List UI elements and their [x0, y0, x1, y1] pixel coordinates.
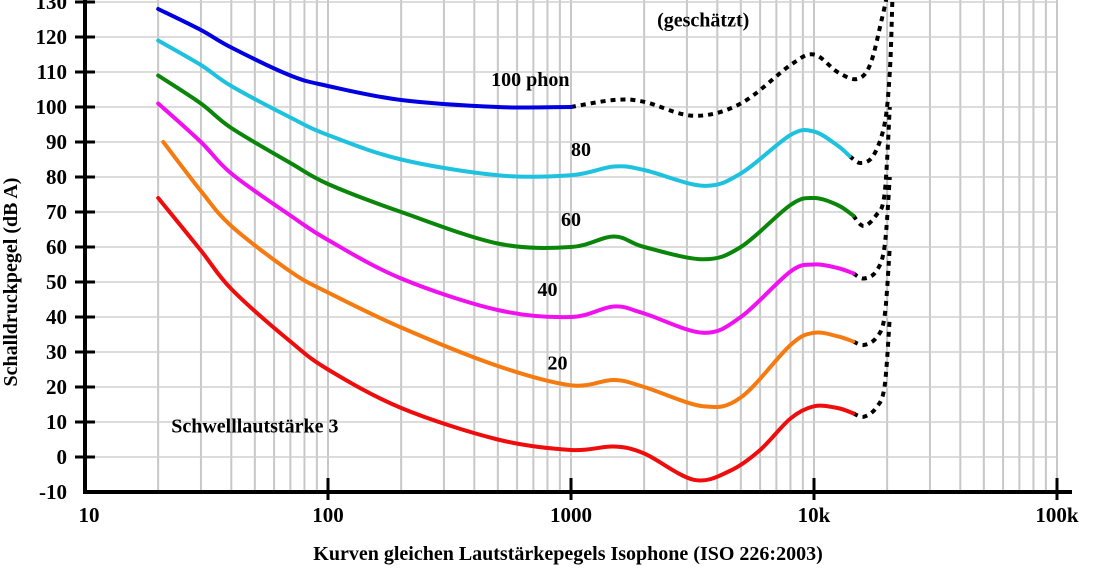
x-ticks: 10 100 1000 10k 100k: [79, 478, 1079, 527]
y-ticks: -10 0 10 20 30 40 50 60 70 80 90 100 110 120 130: [36, 0, 95, 504]
x-tick-label: 100k: [1035, 503, 1079, 527]
estimated-curve-20-phon: [852, 246, 892, 348]
y-tick-label: 0: [57, 445, 68, 469]
annotation-label: 80: [571, 139, 591, 161]
annotation-label: Schwelllautstärke 3: [171, 416, 338, 438]
x-tick-label: 10k: [798, 503, 831, 527]
curve-100-phon: [156, 7, 573, 110]
annotation-label: 60: [561, 209, 581, 231]
curve-60-phon: [156, 73, 856, 262]
y-tick-label: 120: [36, 25, 68, 49]
y-tick-label: 40: [46, 305, 67, 329]
estimated-curve-100-phon: [570, 0, 889, 118]
horizontal-gridlines: [85, 1, 1057, 458]
curve-40-phon: [156, 101, 856, 335]
curve-schwelllautst-rke-3: [156, 196, 856, 483]
y-axis-title: Schalldruckpegel (dB A): [0, 178, 22, 387]
y-tick-label: 100: [36, 95, 68, 119]
y-tick-label: 30: [46, 340, 67, 364]
y-tick-label: 20: [46, 375, 67, 399]
x-axis-title: Kurven gleichen Lautstärkepegels Isophon…: [313, 543, 822, 565]
y-tick-label: 10: [46, 410, 67, 434]
annotation-label: (geschätzt): [657, 10, 749, 32]
estimated-curve-40-phon: [852, 176, 892, 281]
estimated-curve-60-phon: [851, 106, 892, 229]
x-tick-label: 10: [79, 503, 100, 527]
curve-20-phon: [161, 140, 856, 410]
x-tick-label: 100: [312, 503, 344, 527]
y-tick-label: 80: [46, 165, 67, 189]
annotation-label: 20: [548, 353, 568, 375]
y-tick-label: 90: [46, 130, 67, 154]
y-tick-label: 60: [46, 235, 67, 259]
y-tick-label: 50: [46, 270, 67, 294]
x-tick-label: 1000: [550, 503, 592, 527]
estimated-curve-80-phon: [848, 1, 895, 166]
annotations: (geschätzt) 100 phon 80 60 40 20 Schwelllautst…: [171, 10, 749, 438]
y-tick-label: -10: [39, 480, 67, 504]
curve-80-phon: [156, 38, 852, 188]
y-tick-label: 70: [46, 200, 67, 224]
estimated-curve-schwelllautst-rke-3: [852, 316, 892, 419]
y-tick-label: 130: [36, 0, 68, 14]
annotation-label: 40: [537, 279, 557, 301]
annotation-label: 100 phon: [491, 69, 569, 91]
curves: [156, 0, 895, 483]
y-tick-label: 110: [37, 60, 67, 84]
